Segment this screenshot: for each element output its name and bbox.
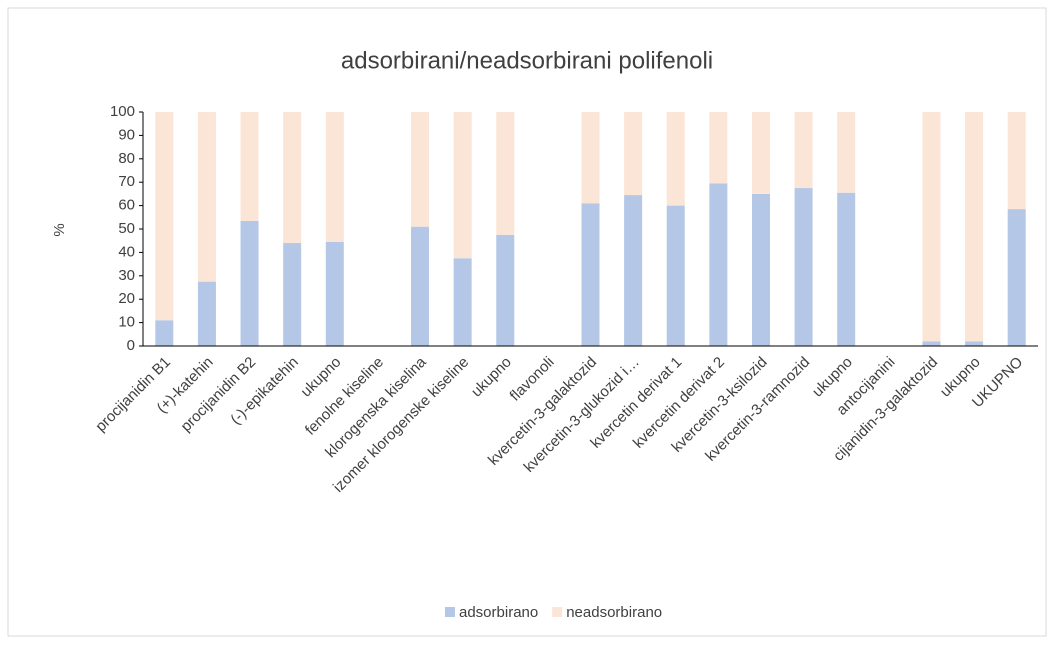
y-tick-label: 0 <box>127 337 135 354</box>
bar-segment <box>496 112 515 235</box>
y-tick-label: 20 <box>118 290 135 307</box>
bar-segment <box>325 241 344 346</box>
bar-segment <box>922 341 941 346</box>
chart-title: adsorbirani/neadsorbirani polifenoli <box>341 47 713 74</box>
bar-segment <box>837 112 856 193</box>
bar-segment <box>837 192 856 346</box>
bar-segment <box>496 234 515 346</box>
bar-segment <box>624 195 643 346</box>
bar-segment <box>155 320 174 346</box>
bar-segment <box>453 258 472 346</box>
bar-segment <box>411 226 430 346</box>
bar-segment <box>411 112 430 227</box>
y-tick-label: 70 <box>118 173 135 190</box>
bar-segment <box>922 112 941 342</box>
legend-label: adsorbirano <box>459 604 538 621</box>
bar-segment <box>751 112 770 194</box>
bar-segment <box>624 112 643 196</box>
y-tick-label: 60 <box>118 197 135 214</box>
bar-segment <box>197 281 216 346</box>
bar-segment <box>666 112 685 206</box>
bar-segment <box>240 220 259 346</box>
bar-segment <box>751 193 770 346</box>
bar-segment <box>1007 209 1026 346</box>
bar-segment <box>965 112 984 342</box>
y-tick-label: 50 <box>118 220 135 237</box>
bar-segment <box>1007 112 1026 210</box>
bar-segment <box>155 112 174 321</box>
y-tick-label: 80 <box>118 150 135 167</box>
bar-segment <box>453 112 472 259</box>
legend-label: neadsorbirano <box>566 604 662 621</box>
y-tick-label: 30 <box>118 267 135 284</box>
bar-segment <box>325 112 344 242</box>
bar-segment <box>283 112 302 244</box>
legend-swatch <box>552 607 563 617</box>
bar-segment <box>965 341 984 346</box>
bar-segment <box>283 243 302 346</box>
bar-segment <box>581 112 600 204</box>
chart-frame <box>7 7 1047 637</box>
bar-segment <box>197 112 216 282</box>
bar-segment <box>709 183 728 346</box>
y-tick-label: 100 <box>110 103 135 120</box>
y-tick-label: 90 <box>118 126 135 143</box>
bar-segment <box>240 112 259 221</box>
bar-segment <box>709 112 728 184</box>
bar-segment <box>581 203 600 346</box>
legend-swatch <box>445 607 455 617</box>
y-tick-label: 10 <box>118 314 135 331</box>
bar-segment <box>666 205 685 346</box>
bar-segment <box>794 112 813 189</box>
bar-segment <box>794 188 813 346</box>
y-tick-label: 40 <box>118 243 135 260</box>
y-axis-label: % <box>51 223 68 236</box>
